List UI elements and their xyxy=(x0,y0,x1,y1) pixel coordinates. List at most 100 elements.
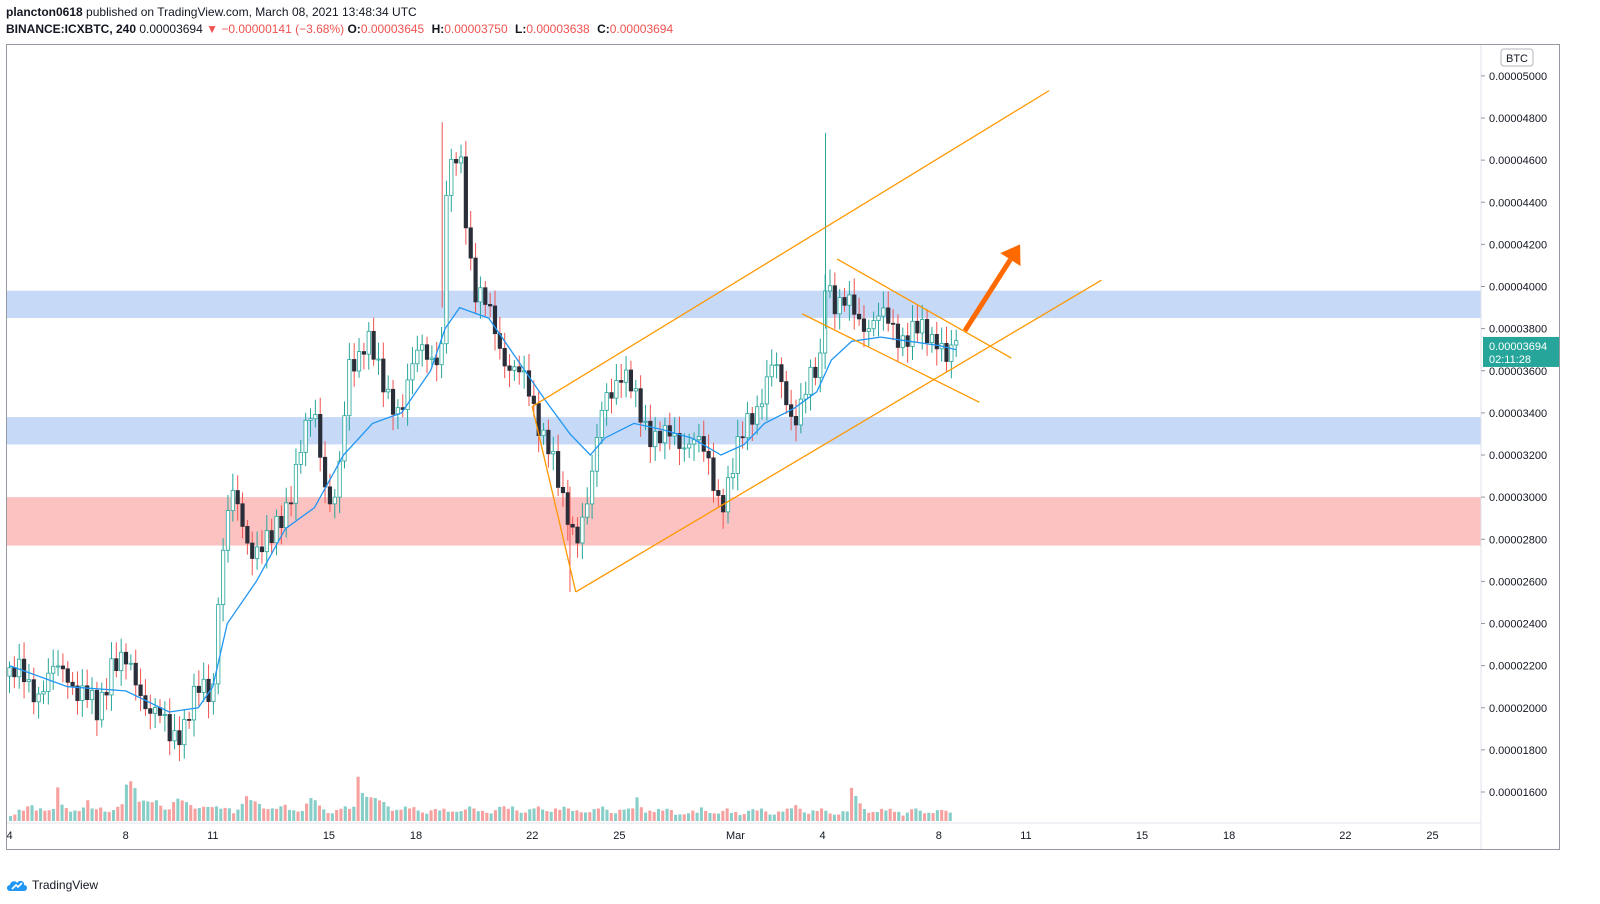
candle-body xyxy=(269,530,274,544)
low-value: 0.00003638 xyxy=(526,22,590,36)
candle xyxy=(769,349,774,387)
symbol-name[interactable]: BINANCE:ICXBTC, 240 xyxy=(6,22,137,36)
bar-countdown-label: 02:11:28 xyxy=(1489,354,1531,366)
volume-bar xyxy=(523,812,527,821)
candle xyxy=(225,494,231,563)
x-tick-label: 22 xyxy=(1339,830,1351,842)
author-name[interactable]: plancton0618 xyxy=(6,5,83,19)
volume-bar xyxy=(163,809,167,821)
volume-bar xyxy=(914,808,918,821)
candle xyxy=(827,269,833,299)
volume-bar xyxy=(931,813,935,821)
volume-bar xyxy=(481,810,485,821)
candle-body xyxy=(308,418,313,421)
candle xyxy=(808,359,813,411)
chart-frame[interactable]: 0.00005000 0.00004800 0.00004600 0.00004400… xyxy=(6,44,1560,850)
published-text: published on TradingView.com, March 08, … xyxy=(86,5,417,19)
open-value: 0.00003645 xyxy=(360,22,425,36)
candle xyxy=(735,419,740,491)
candle-body xyxy=(196,685,201,693)
candle-body xyxy=(614,380,619,399)
candle xyxy=(255,531,260,570)
candle xyxy=(774,352,779,379)
candle-body xyxy=(881,307,886,317)
candle xyxy=(322,441,328,504)
candle-body xyxy=(478,287,483,303)
volume-bar xyxy=(146,801,150,821)
candle xyxy=(240,492,245,539)
candle xyxy=(332,489,337,519)
volume-bar xyxy=(352,806,356,821)
candle-body xyxy=(322,456,328,488)
volume-bar xyxy=(802,812,806,821)
candle-body xyxy=(711,457,716,491)
x-tick-label: 15 xyxy=(323,830,335,842)
candle xyxy=(478,276,483,319)
volume-bar xyxy=(845,811,849,821)
candle xyxy=(924,309,930,356)
candle xyxy=(70,671,75,695)
volume-bar xyxy=(103,811,107,821)
volume-bar xyxy=(330,813,334,821)
candle xyxy=(187,711,192,729)
candle xyxy=(162,701,167,732)
candle xyxy=(60,653,65,683)
candle-body xyxy=(381,358,386,393)
candle-body xyxy=(167,714,172,742)
volume-bar xyxy=(43,810,47,821)
y-tick-label: 0.00004800 xyxy=(1489,113,1547,125)
candle-body xyxy=(259,546,265,553)
candle-body xyxy=(293,463,299,504)
candle xyxy=(400,394,405,418)
candle xyxy=(954,329,959,358)
candle-body xyxy=(517,366,522,373)
candle xyxy=(259,530,265,564)
volume-bar xyxy=(768,814,772,821)
candle-body xyxy=(332,496,337,505)
candle xyxy=(876,302,881,337)
candle xyxy=(424,336,430,374)
candle xyxy=(648,404,653,463)
candle-body xyxy=(798,398,803,426)
candle xyxy=(420,334,425,367)
candle-body xyxy=(687,443,692,449)
candle-body xyxy=(75,685,80,701)
volume-bar xyxy=(789,808,794,821)
candle-body xyxy=(12,667,17,678)
candle-body xyxy=(861,318,867,332)
volume-bar xyxy=(81,807,86,821)
candle xyxy=(910,305,915,361)
volume-bar xyxy=(901,815,905,821)
candle xyxy=(779,357,784,399)
tradingview-brand[interactable]: TradingView xyxy=(6,878,98,892)
volume-bar xyxy=(729,812,733,821)
candle xyxy=(89,677,95,715)
candle xyxy=(361,342,366,370)
candle-body xyxy=(745,413,750,439)
volume-bar xyxy=(472,808,476,821)
volume-bar xyxy=(742,814,746,821)
candle xyxy=(886,291,891,332)
candle xyxy=(755,395,760,435)
candle-body xyxy=(51,665,56,674)
volume-bar xyxy=(558,809,562,821)
candle xyxy=(556,434,561,497)
volume-bar xyxy=(536,806,540,821)
price-chart[interactable]: 0.00005000 0.00004800 0.00004600 0.00004400… xyxy=(7,45,1559,849)
volume-bar xyxy=(686,813,691,821)
symbol-line: BINANCE:ICXBTC, 240 0.00003694 ▼ −0.0000… xyxy=(6,22,677,36)
candle-body xyxy=(337,460,342,498)
candle-body xyxy=(468,227,473,259)
candle-body xyxy=(376,358,381,361)
volume-bar xyxy=(841,811,845,821)
candle xyxy=(55,650,61,676)
y-tick-label: 0.00003000 xyxy=(1489,492,1547,504)
candle-body xyxy=(187,719,192,721)
currency-badge xyxy=(1500,48,1534,67)
volume-bar xyxy=(47,810,51,821)
candle-body xyxy=(415,349,420,365)
candle-body xyxy=(890,322,896,325)
volume-bar xyxy=(661,810,665,821)
volume-bar xyxy=(819,808,824,821)
candle-body xyxy=(507,365,512,371)
